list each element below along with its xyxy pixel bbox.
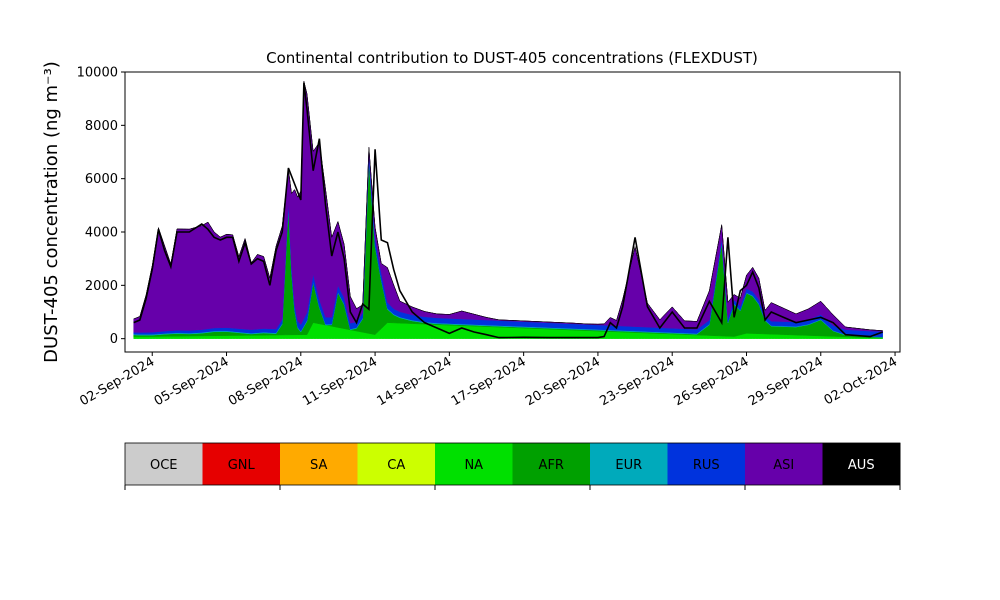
- x-tick-label: 11-Sep-2024: [300, 354, 380, 409]
- x-axis-ticks: 02-Sep-202405-Sep-202408-Sep-202411-Sep-…: [77, 352, 900, 409]
- x-tick-label: 02-Sep-2024: [77, 354, 157, 409]
- x-tick-label: 02-Oct-2024: [822, 354, 900, 408]
- legend-label-sa: SA: [310, 458, 327, 473]
- x-tick-label: 29-Sep-2024: [746, 354, 826, 409]
- y-axis-label: DUST-405 concentration (ng m⁻³): [41, 61, 62, 363]
- x-tick-label: 05-Sep-2024: [152, 354, 232, 409]
- legend-swatch-rus: [667, 443, 746, 485]
- y-tick-label: 2000: [85, 279, 118, 294]
- x-tick-label: 08-Sep-2024: [226, 354, 306, 409]
- total-outline-line: [133, 82, 883, 339]
- legend-swatch-eur: [590, 443, 668, 485]
- area-aus: [133, 81, 883, 331]
- legend-swatch-gnl: [202, 443, 281, 485]
- plot-frame: [124, 71, 901, 353]
- legend-swatch-sa: [280, 443, 358, 485]
- chart-title: Continental contribution to DUST-405 con…: [266, 49, 758, 67]
- legend-swatch-ca: [357, 443, 436, 485]
- area-asi: [133, 81, 883, 333]
- legend-label-rus: RUS: [693, 458, 720, 473]
- legend-label-eur: EUR: [615, 458, 642, 473]
- legend-swatch-afr: [512, 443, 591, 485]
- x-tick-label: 26-Sep-2024: [672, 354, 752, 409]
- y-tick-label: 10000: [77, 66, 118, 81]
- legend-swatch-na: [435, 443, 513, 485]
- stacked-areas: [133, 81, 883, 339]
- legend-label-oce: OCE: [150, 458, 178, 473]
- y-tick-label: 6000: [85, 172, 118, 187]
- x-tick-label: 14-Sep-2024: [375, 354, 455, 409]
- legend-colorbar: OCE GNL SA CA NA AFR EUR RUS ASI AUS: [124, 442, 901, 490]
- y-axis-ticks: 0 2000 4000 6000 8000 10000: [77, 66, 125, 347]
- legend-label-aus: AUS: [848, 458, 875, 473]
- legend-label-ca: CA: [387, 458, 405, 473]
- y-tick-label: 0: [110, 332, 118, 347]
- legend-label-gnl: GNL: [228, 458, 256, 473]
- y-tick-label: 8000: [85, 119, 118, 134]
- legend-swatch-aus: [822, 443, 901, 485]
- x-tick-label: 23-Sep-2024: [597, 354, 677, 409]
- x-tick-label: 20-Sep-2024: [523, 354, 603, 409]
- legend-label-na: NA: [464, 458, 483, 473]
- legend-label-asi: ASI: [773, 458, 794, 473]
- y-tick-label: 4000: [85, 226, 118, 241]
- legend-swatch-oce: [125, 443, 203, 485]
- x-tick-label: 17-Sep-2024: [449, 354, 529, 409]
- legend-swatch-asi: [745, 443, 823, 485]
- legend-frame: [124, 442, 901, 486]
- legend-label-afr: AFR: [539, 458, 564, 473]
